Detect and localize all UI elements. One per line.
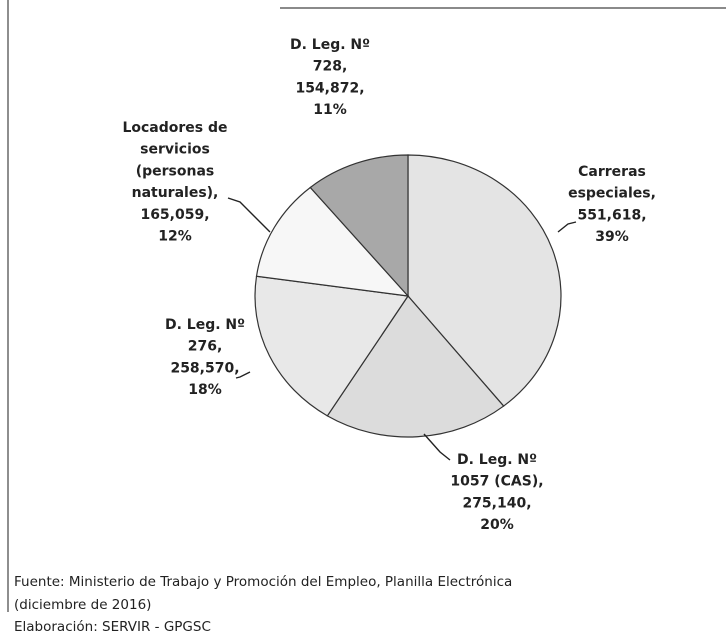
data-label: D. Leg. Nº [457, 452, 537, 468]
pie-slice [407, 154, 562, 407]
data-label: 20% [480, 517, 514, 533]
data-label: 275,140, [462, 495, 531, 511]
data-label: 551,618, [577, 207, 646, 223]
data-label: 39% [595, 229, 629, 245]
data-label: 154,872, [295, 80, 364, 96]
data-label: 728, [313, 59, 348, 75]
pie [254, 154, 562, 438]
data-label: Carreras [578, 164, 646, 180]
data-label: (personas [136, 163, 215, 179]
data-label: D. Leg. Nº [165, 317, 245, 333]
data-label: especiales, [568, 186, 656, 202]
data-label: 258,570, [170, 360, 239, 376]
pie-slice [326, 295, 505, 438]
leader-line [227, 197, 271, 233]
data-label: D. Leg. Nº [290, 37, 370, 53]
data-label: Locadores de [122, 120, 227, 136]
pie-slice [254, 275, 410, 417]
data-label: naturales), [132, 185, 219, 201]
footnote: Elaboración: SERVIR - GPGSC [14, 619, 211, 633]
data-label: 18% [188, 382, 222, 398]
pie-slice [309, 154, 409, 298]
footnote: Fuente: Ministerio de Trabajo y Promoció… [14, 574, 512, 590]
leader-line [423, 433, 451, 461]
leader-line [557, 221, 577, 233]
footnote: (diciembre de 2016) [14, 597, 151, 613]
data-label: 1057 (CAS), [450, 474, 543, 490]
data-label: 12% [158, 229, 192, 245]
data-label: 11% [313, 102, 347, 118]
data-label: 165,059, [140, 207, 209, 223]
leader-line [235, 371, 251, 379]
data-label: servicios [140, 142, 210, 158]
pie-slice [255, 186, 410, 297]
data-label: 276, [188, 339, 223, 355]
